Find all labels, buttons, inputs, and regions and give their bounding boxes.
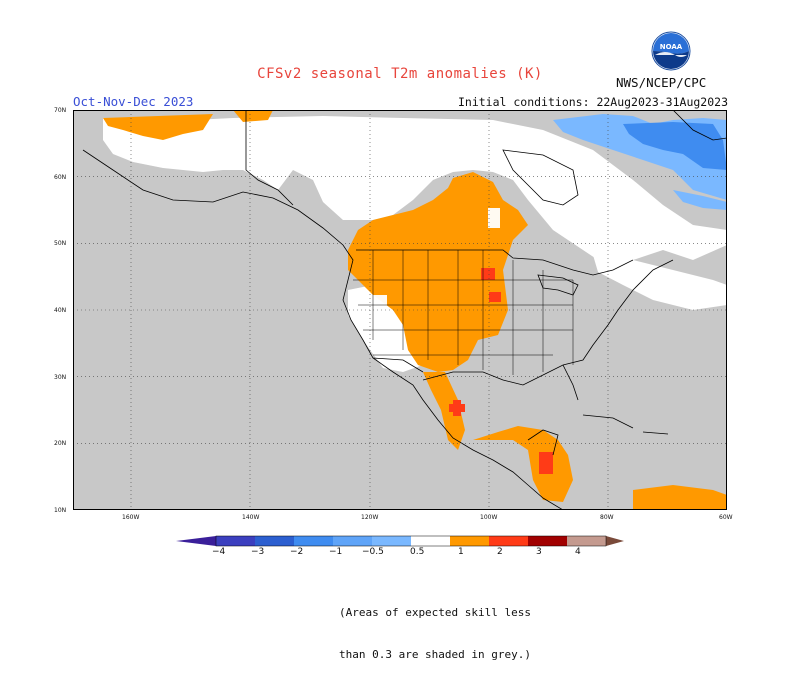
lon-label-80w: 80W	[600, 514, 614, 521]
lon-label-100w: 100W	[480, 514, 498, 521]
lat-label-30n: 30N	[54, 374, 67, 381]
lat-label-40n: 40N	[54, 307, 67, 314]
colorbar-cell	[333, 536, 372, 546]
lat-lon-grid	[73, 110, 727, 510]
agency-label: NWS/NCEP/CPC	[616, 75, 707, 90]
map-canvas	[73, 109, 728, 511]
colorbar-cell	[567, 536, 606, 546]
map-title: CFSv2 seasonal T2m anomalies (K)	[257, 66, 543, 82]
colorbar-cell	[372, 536, 411, 546]
svg-text:NOAA: NOAA	[660, 43, 683, 51]
lat-label-20n: 20N	[54, 440, 67, 447]
lat-label-10n: 10N	[54, 507, 67, 514]
footnote-line-2: than 0.3 are shaded in grey.)	[338, 648, 532, 661]
lat-label-70n: 70N	[54, 107, 67, 114]
lat-label-60n: 60N	[54, 174, 67, 181]
colorbar-label: 2	[497, 547, 503, 557]
colorbar-cell	[489, 536, 528, 546]
colorbar-label: 0.5	[410, 547, 425, 557]
colorbar-cell	[450, 536, 489, 546]
lat-label-50n: 50N	[54, 240, 67, 247]
colorbar-label: −3	[251, 547, 265, 557]
colorbar-label: 1	[458, 547, 464, 557]
lon-label-60w: 60W	[719, 514, 733, 521]
colorbar-cell	[294, 536, 333, 546]
colorbar	[176, 535, 624, 547]
colorbar-label: −1	[329, 547, 343, 557]
colorbar-label: 3	[536, 547, 542, 557]
colorbar-cell	[411, 536, 450, 546]
colorbar-cell	[528, 536, 567, 546]
lon-label-160w: 160W	[122, 514, 140, 521]
colorbar-label: −2	[290, 547, 304, 557]
footnote: (Areas of expected skill less than 0.3 a…	[0, 578, 800, 676]
lon-label-120w: 120W	[361, 514, 379, 521]
state-lines	[353, 250, 574, 375]
footnote-line-1: (Areas of expected skill less	[338, 606, 532, 619]
colorbar-cell	[255, 536, 294, 546]
colorbar-label: −0.5	[362, 547, 384, 557]
colorbar-arrow-low	[176, 536, 216, 546]
colorbar-cell	[216, 536, 255, 546]
positive-area-gaps	[373, 208, 500, 325]
strong-positive-anomaly-areas	[449, 268, 553, 474]
colorbar-label: 4	[575, 547, 581, 557]
colorbar-label: −4	[212, 547, 226, 557]
map-frame	[73, 110, 727, 510]
lon-label-140w: 140W	[242, 514, 260, 521]
forecast-period: Oct-Nov-Dec 2023	[73, 94, 194, 109]
noaa-logo: NOAA	[651, 31, 691, 71]
initial-conditions: Initial conditions: 22Aug2023-31Aug2023	[457, 95, 728, 109]
anomaly-map	[73, 109, 728, 511]
colorbar-arrow-high	[606, 536, 624, 546]
